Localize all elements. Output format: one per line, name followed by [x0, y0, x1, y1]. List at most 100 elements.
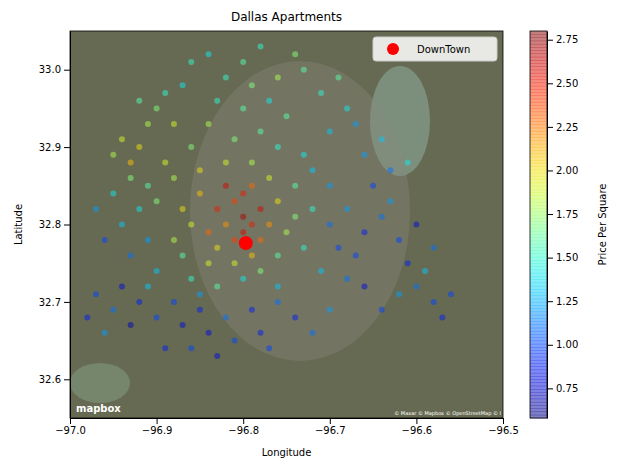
point: [413, 283, 419, 289]
colorbar-step: [530, 179, 547, 183]
point: [309, 206, 315, 212]
point: [223, 160, 229, 166]
colorbar-step: [530, 79, 547, 83]
y-tick: 32.7: [39, 297, 70, 308]
colorbar-step: [530, 228, 547, 232]
point: [318, 90, 324, 96]
colorbar-step: [530, 125, 547, 129]
x-tick: −96.9: [142, 418, 173, 436]
point: [110, 191, 116, 197]
colorbar-tick: 1.00: [547, 339, 578, 350]
colorbar-step: [530, 47, 547, 51]
colorbar-step: [530, 170, 547, 174]
point: [379, 214, 385, 220]
colorbar-step: [530, 321, 547, 325]
colorbar-step: [530, 318, 547, 322]
point: [344, 206, 350, 212]
point: [361, 152, 367, 158]
point: [413, 222, 419, 228]
y-tick: 32.6: [39, 374, 70, 385]
colorbar-step: [530, 154, 547, 158]
point: [266, 345, 272, 351]
colorbar-step: [530, 50, 547, 54]
plot-area: [84, 43, 454, 359]
point: [188, 59, 194, 65]
point: [396, 237, 402, 243]
point: [439, 314, 445, 320]
y-tick-mark: [64, 302, 70, 303]
colorbar-step: [530, 208, 547, 212]
colorbar-step: [530, 131, 547, 135]
colorbar-tick-mark: [547, 345, 553, 346]
colorbar-axis-line: [547, 32, 548, 419]
point: [275, 283, 281, 289]
point: [240, 276, 246, 282]
map-lake: [70, 363, 130, 403]
point: [258, 43, 264, 49]
annotation: © Maxar © Mapbox © OpenStreetMap © I: [394, 410, 501, 417]
colorbar-step: [530, 357, 547, 361]
point: [284, 113, 290, 119]
colorbar-step: [530, 41, 547, 45]
point: [275, 74, 281, 80]
colorbar-tick: 2.25: [547, 122, 578, 133]
colorbar-step: [530, 392, 547, 396]
colorbar-step: [530, 134, 547, 138]
colorbar-step: [530, 241, 547, 245]
colorbar-step: [530, 115, 547, 119]
point: [232, 260, 238, 266]
point: [136, 206, 142, 212]
point: [379, 136, 385, 142]
colorbar-step: [530, 173, 547, 177]
point: [223, 74, 229, 80]
legend-box: [373, 37, 497, 61]
colorbar-tick: 0.75: [547, 383, 578, 394]
point: [128, 322, 134, 328]
x-tick: −96.6: [402, 418, 433, 436]
colorbar-step: [530, 373, 547, 377]
colorbar-step: [530, 121, 547, 125]
point: [206, 229, 212, 235]
point: [223, 222, 229, 228]
point: [119, 136, 125, 142]
point: [249, 160, 255, 166]
colorbar-step: [530, 144, 547, 148]
point: [266, 175, 272, 181]
colorbar-step: [530, 366, 547, 370]
point: [353, 252, 359, 258]
colorbar-step: [530, 328, 547, 332]
point: [223, 183, 229, 189]
colorbar-step: [530, 189, 547, 193]
point: [171, 237, 177, 243]
point: [240, 229, 246, 235]
colorbar-title: Price Per Square: [597, 184, 608, 266]
colorbar-step: [530, 273, 547, 277]
colorbar-step: [530, 31, 547, 35]
colorbar-step: [530, 150, 547, 154]
point: [180, 322, 186, 328]
plot-frame: [70, 31, 503, 418]
x-tick: −97.0: [55, 418, 86, 436]
x-tick-mark: [157, 418, 158, 424]
point: [249, 252, 255, 258]
point: [318, 268, 324, 274]
colorbar-step: [530, 60, 547, 64]
colorbar-tick-mark: [547, 83, 553, 84]
point: [188, 345, 194, 351]
colorbar-step: [530, 221, 547, 225]
y-tick-mark: [64, 147, 70, 148]
point: [110, 307, 116, 313]
point: [370, 183, 376, 189]
colorbar-step: [530, 183, 547, 187]
y-axis-line: [70, 32, 71, 419]
y-axis: 32.632.732.832.933.0: [39, 32, 71, 419]
colorbar-step: [530, 276, 547, 280]
y-tick-mark: [64, 379, 70, 380]
point: [188, 144, 194, 150]
point: [154, 268, 160, 274]
colorbar-step: [530, 383, 547, 387]
point: [197, 307, 203, 313]
point: [258, 268, 264, 274]
colorbar-step: [530, 263, 547, 267]
colorbar-tick: 2.50: [547, 78, 578, 89]
